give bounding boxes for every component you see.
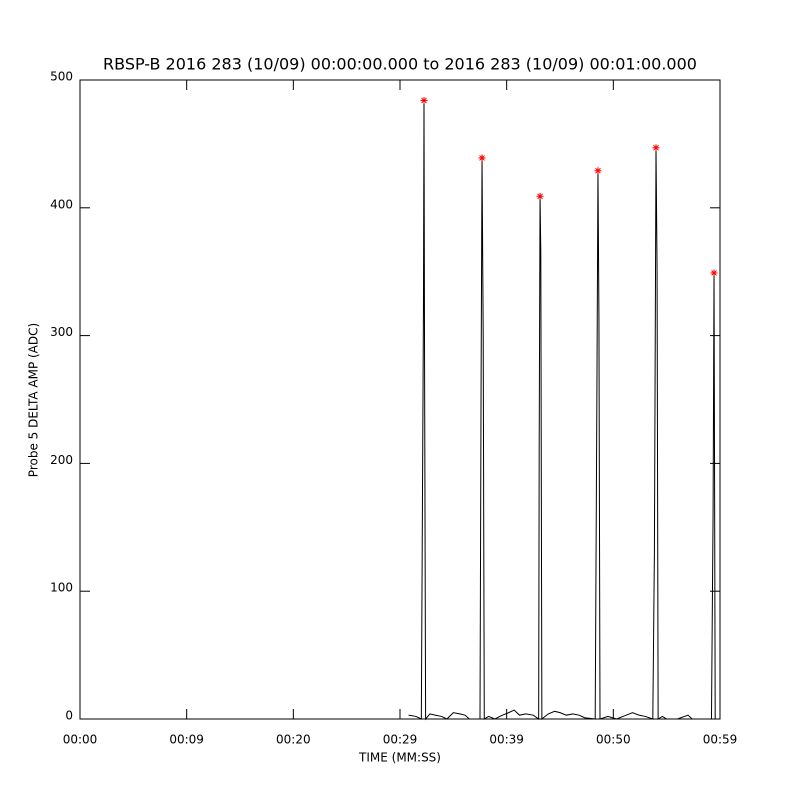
x-tick-label: 00:50 — [596, 733, 631, 747]
marker-stroke — [479, 155, 485, 161]
y-tick-label: 0 — [65, 709, 73, 723]
marker-stroke — [421, 97, 427, 104]
y-tick-label: 300 — [50, 325, 73, 339]
peak-marker — [536, 192, 544, 200]
peak-marker — [710, 269, 718, 277]
marker-stroke — [595, 167, 601, 174]
peak-marker — [594, 167, 602, 175]
marker-stroke — [653, 144, 659, 151]
marker-stroke — [711, 270, 717, 276]
x-tick-label: 00:00 — [63, 733, 98, 747]
marker-stroke — [537, 193, 543, 200]
peak-marker — [478, 154, 486, 162]
x-tick-label: 00:09 — [169, 733, 204, 747]
plot-frame — [79, 79, 721, 720]
chart-title: RBSP-B 2016 283 (10/09) 00:00:00.000 to … — [103, 55, 697, 74]
x-tick-label: 00:20 — [276, 733, 311, 747]
y-tick-label: 400 — [50, 197, 73, 211]
y-tick-label: 200 — [50, 453, 73, 467]
x-axis-label: TIME (MM:SS) — [358, 751, 441, 765]
x-tick-label: 00:29 — [383, 733, 418, 747]
peak-marker — [652, 144, 660, 152]
data-line — [408, 100, 716, 721]
y-tick-label: 500 — [50, 70, 73, 84]
x-tick-label: 00:39 — [489, 733, 524, 747]
peak-marker — [420, 96, 428, 104]
y-axis-label: Probe 5 DELTA AMP (ADC) — [27, 323, 41, 477]
y-tick-label: 100 — [50, 581, 73, 595]
x-tick-label: 00:59 — [703, 733, 738, 747]
